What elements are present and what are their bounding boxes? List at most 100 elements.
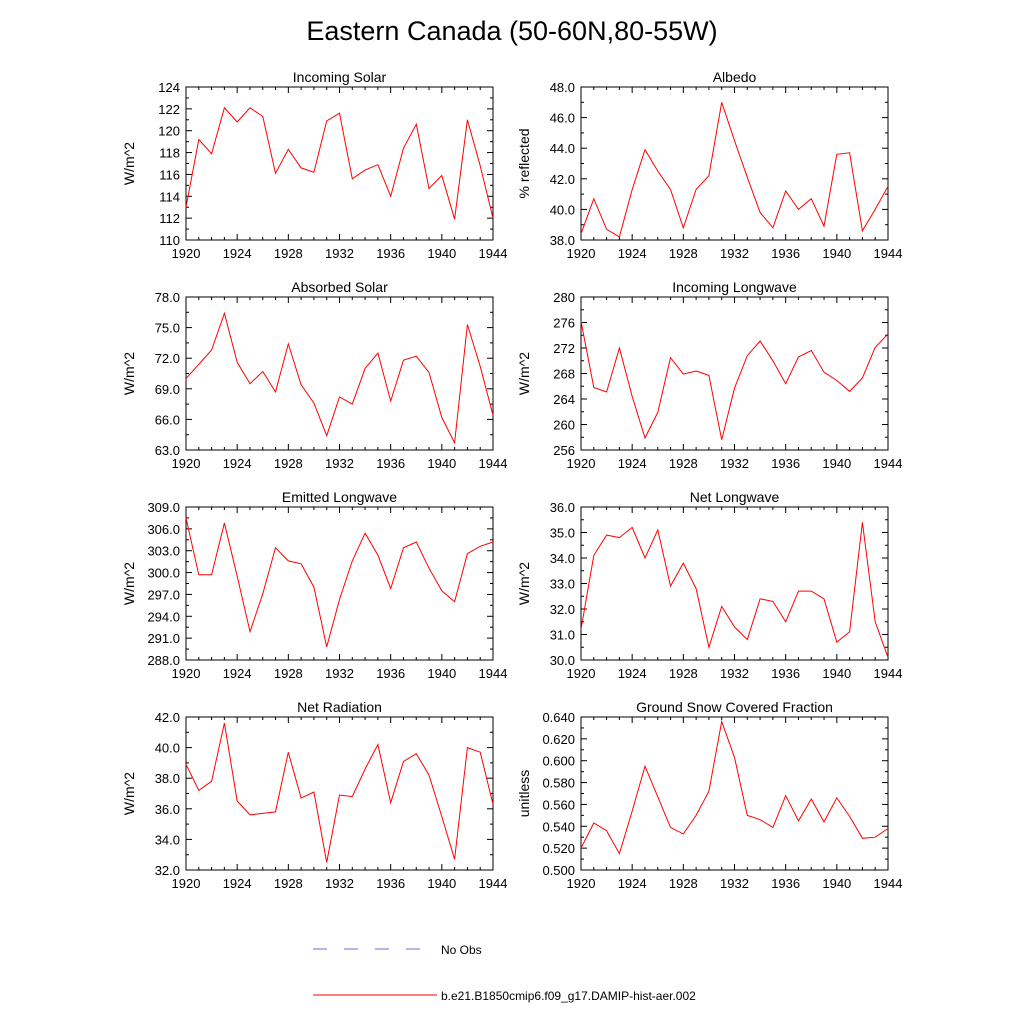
y-tick-label: 0.600 [542, 754, 575, 769]
y-tick-label: 31.0 [550, 628, 575, 643]
y-tick-label: 114 [159, 189, 180, 204]
series-line [580, 522, 889, 658]
y-tick-label: 34.0 [550, 551, 575, 566]
series-line [580, 321, 889, 440]
y-tick-label: 0.500 [542, 863, 575, 878]
y-tick-label: 276 [553, 316, 575, 331]
y-axis-label: unitless [516, 770, 532, 817]
y-axis-label: W/m^2 [121, 142, 137, 185]
x-tick-label: 1932 [720, 666, 749, 681]
y-tick-label: 30.0 [550, 653, 575, 668]
x-tick-label: 1936 [376, 666, 405, 681]
x-tick-label: 1944 [479, 456, 508, 471]
x-tick-label: 1928 [669, 246, 698, 261]
panel-title: Absorbed Solar [291, 279, 388, 295]
y-axis-label: W/m^2 [516, 562, 532, 605]
y-tick-label: 112 [159, 211, 180, 226]
x-tick-label: 1932 [325, 666, 354, 681]
plot-frame [580, 86, 889, 241]
y-tick-label: 280 [553, 290, 575, 305]
y-tick-label: 38.0 [550, 233, 575, 248]
y-tick-label: 0.620 [542, 732, 575, 747]
y-axis-label: % reflected [516, 128, 532, 198]
x-tick-label: 1936 [771, 876, 800, 891]
x-tick-label: 1940 [427, 666, 456, 681]
y-tick-label: 124 [158, 80, 180, 95]
x-tick-label: 1936 [771, 456, 800, 471]
x-tick-label: 1920 [172, 876, 201, 891]
y-axis-label: W/m^2 [121, 772, 137, 815]
x-tick-label: 1928 [669, 456, 698, 471]
x-tick-label: 1944 [479, 666, 508, 681]
legend: No Obs b.e21.B1850cmip6.f09_g17.DAMIP-hi… [313, 943, 696, 1003]
x-tick-label: 1944 [479, 876, 508, 891]
x-tick-label: 1924 [618, 876, 647, 891]
x-tick-label: 1920 [567, 666, 596, 681]
series-line [580, 719, 889, 855]
panel-title: Emitted Longwave [282, 489, 397, 505]
panel-title: Ground Snow Covered Fraction [636, 699, 833, 715]
y-tick-label: 75.0 [155, 321, 180, 336]
plot-frame [185, 506, 494, 661]
y-tick-label: 42.0 [155, 710, 180, 725]
x-tick-label: 1928 [669, 666, 698, 681]
x-tick-label: 1936 [376, 876, 405, 891]
x-tick-label: 1920 [567, 876, 596, 891]
y-tick-label: 294.0 [147, 609, 180, 624]
y-axis-label: W/m^2 [516, 352, 532, 395]
x-tick-label: 1940 [427, 876, 456, 891]
plot-frame [580, 506, 889, 661]
y-tick-label: 297.0 [147, 587, 180, 602]
x-tick-label: 1944 [874, 456, 903, 471]
x-tick-label: 1928 [274, 456, 303, 471]
panel-title: Albedo [713, 69, 757, 85]
x-tick-label: 1924 [223, 246, 252, 261]
panel-1: Incoming Solar W/m^2 1920 1924 1928 1932 1936 1… [121, 69, 507, 261]
panel-title: Net Longwave [690, 489, 780, 505]
y-tick-label: 309.0 [147, 500, 180, 515]
x-tick-label: 1940 [427, 456, 456, 471]
x-tick-label: 1928 [274, 246, 303, 261]
x-tick-label: 1928 [669, 876, 698, 891]
x-tick-label: 1944 [874, 246, 903, 261]
panels: Incoming Solar W/m^2 1920 1924 1928 1932 1936 1… [121, 69, 902, 891]
figure-title: Eastern Canada (50-60N,80-55W) [306, 16, 717, 46]
panel-title: Incoming Longwave [672, 279, 797, 295]
y-tick-label: 69.0 [155, 382, 180, 397]
y-tick-label: 36.0 [155, 802, 180, 817]
series-line [185, 722, 494, 863]
x-tick-label: 1932 [720, 246, 749, 261]
x-tick-label: 1936 [376, 246, 405, 261]
y-tick-label: 268 [553, 367, 575, 382]
y-tick-label: 118 [159, 146, 180, 161]
y-tick-label: 110 [159, 233, 180, 248]
x-tick-label: 1920 [172, 456, 201, 471]
x-tick-label: 1920 [172, 246, 201, 261]
x-tick-label: 1944 [479, 246, 508, 261]
y-tick-label: 36.0 [550, 500, 575, 515]
plot-frame [580, 716, 889, 871]
y-tick-label: 44.0 [550, 141, 575, 156]
x-tick-label: 1924 [223, 456, 252, 471]
y-tick-label: 35.0 [550, 526, 575, 541]
x-tick-label: 1924 [223, 876, 252, 891]
x-tick-label: 1936 [771, 666, 800, 681]
x-tick-label: 1924 [223, 666, 252, 681]
x-tick-label: 1920 [567, 456, 596, 471]
x-tick-label: 1920 [172, 666, 201, 681]
series-line [185, 517, 494, 648]
legend-obs-label: No Obs [441, 943, 482, 957]
x-tick-label: 1936 [771, 246, 800, 261]
plot-frame [185, 716, 494, 871]
x-tick-label: 1924 [618, 246, 647, 261]
panel-7: Net Radiation W/m^2 1920 1924 1928 1932 1936 19… [121, 699, 507, 891]
plot-frame [580, 296, 889, 451]
series-line [580, 102, 889, 238]
x-tick-label: 1940 [822, 666, 851, 681]
x-tick-label: 1932 [720, 876, 749, 891]
y-tick-label: 288.0 [147, 653, 180, 668]
panel-6: Net Longwave W/m^2 1920 1924 1928 1932 1936 194… [516, 489, 902, 681]
y-tick-label: 40.0 [550, 202, 575, 217]
panel-5: Emitted Longwave W/m^2 1920 1924 1928 1932 193… [121, 489, 507, 681]
